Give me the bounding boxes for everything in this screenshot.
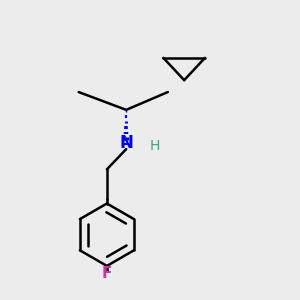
Text: N: N	[119, 134, 133, 152]
Text: H: H	[149, 139, 160, 152]
Text: F: F	[102, 266, 112, 281]
